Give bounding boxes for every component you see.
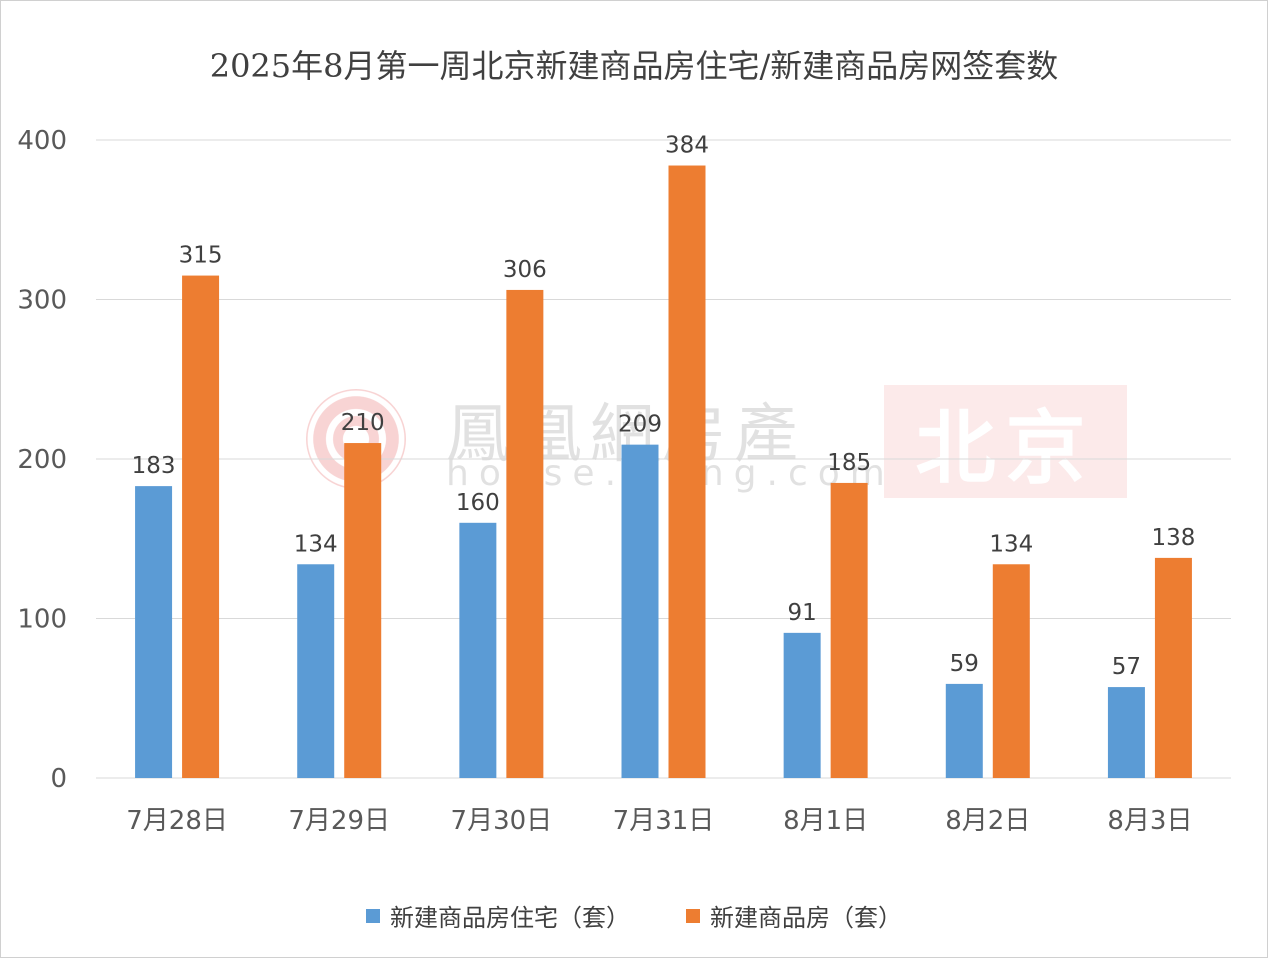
bar	[830, 482, 868, 778]
x-tick-label: 8月1日	[783, 806, 868, 836]
data-label: 209	[618, 412, 662, 438]
y-tick-label: 100	[17, 605, 67, 635]
x-tick-label: 7月28日	[126, 806, 228, 836]
bar	[135, 486, 173, 778]
data-label: 210	[341, 410, 385, 436]
x-tick-label: 7月30日	[451, 806, 553, 836]
legend-label-residential: 新建商品房住宅（套）	[390, 904, 630, 932]
legend-item-all: 新建商品房（套）	[686, 898, 902, 933]
bar	[945, 683, 983, 778]
data-label: 134	[294, 531, 338, 557]
data-label: 315	[179, 243, 223, 269]
bar	[783, 632, 821, 778]
legend-item-residential: 新建商品房住宅（套）	[366, 898, 630, 933]
data-label: 59	[950, 651, 979, 677]
x-tick-label: 8月3日	[1107, 806, 1192, 836]
bar	[1107, 687, 1145, 778]
bar	[668, 165, 706, 778]
legend-swatch-all	[686, 908, 700, 923]
data-label: 160	[456, 490, 500, 516]
bar	[992, 564, 1030, 778]
x-tick-label: 7月31日	[613, 806, 715, 836]
bar	[1154, 557, 1192, 778]
data-label: 91	[788, 600, 817, 626]
bar	[344, 443, 382, 778]
legend: 新建商品房住宅（套） 新建商品房（套）	[1, 898, 1267, 933]
legend-label-all: 新建商品房（套）	[710, 904, 902, 932]
x-tick-label: 7月29日	[288, 806, 390, 836]
bar	[182, 275, 220, 778]
data-label: 384	[665, 133, 709, 159]
x-tick-label: 8月2日	[945, 806, 1030, 836]
bar-chart-plot: 0 100 200 300 400 183 315 7月28日 134 210 7月29日 160 30…	[17, 126, 1231, 836]
y-tick-label: 200	[17, 445, 67, 475]
data-label: 134	[989, 531, 1033, 557]
bar	[621, 444, 659, 778]
chart-title: 2025年8月第一周北京新建商品房住宅/新建商品房网签套数	[209, 47, 1059, 85]
data-label: 57	[1112, 654, 1141, 680]
bar	[459, 522, 497, 778]
bar	[506, 289, 544, 778]
data-label: 306	[503, 257, 547, 283]
y-tick-label: 400	[17, 126, 67, 156]
legend-swatch-residential	[366, 908, 380, 923]
data-label: 138	[1151, 525, 1195, 551]
y-tick-label: 300	[17, 286, 67, 316]
y-tick-label: 0	[50, 764, 67, 794]
data-label: 183	[132, 453, 176, 479]
bar	[297, 564, 335, 778]
data-label: 185	[827, 450, 871, 476]
